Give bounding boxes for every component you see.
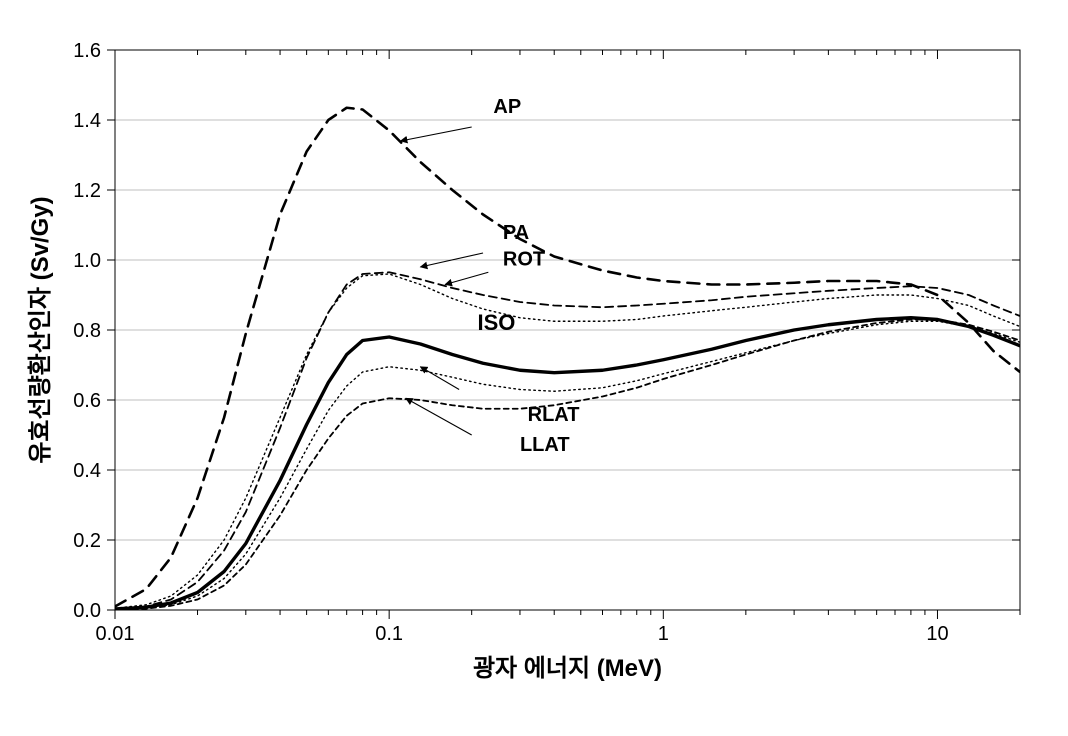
y-tick-label: 0.6 [73, 390, 101, 412]
y-tick-label: 0.2 [73, 530, 101, 552]
chart-container: 0.01 0.1 1 10 0.0 0.2 0.4 0.6 0.8 1.0 1.2 1.4 1.6 광자 … [20, 20, 1048, 716]
label-arrow [445, 272, 488, 284]
series-label-llat: LLAT [520, 434, 570, 456]
y-tick-label: 0.8 [73, 320, 101, 342]
y-axis-label: 유효선량환산인자 (Sv/Gy) [27, 196, 54, 463]
y-tick-label: 1.4 [73, 110, 101, 132]
y-tick-label: 0.4 [73, 460, 101, 482]
x-axis-label: 광자 에너지 (MeV) [473, 655, 662, 682]
label-arrow [401, 127, 472, 141]
series-label-rot: ROT [503, 248, 545, 270]
x-tick-label: 0.1 [375, 623, 403, 645]
label-arrow [406, 398, 472, 435]
series-llat [115, 320, 1020, 610]
label-arrow [420, 367, 459, 390]
series-label-ap: AP [493, 96, 521, 118]
y-tick-label: 1.0 [73, 250, 101, 272]
x-tick-label: 10 [926, 623, 948, 645]
y-tick-label: 0.0 [73, 600, 101, 622]
y-tick-label: 1.2 [73, 180, 101, 202]
y-tick-label: 1.6 [73, 40, 101, 62]
x-tick-label: 1 [658, 623, 669, 645]
series-label-pa: PA [503, 222, 529, 244]
series-rlat [115, 321, 1020, 609]
series-iso [115, 318, 1020, 609]
series-label-iso: ISO [477, 310, 515, 335]
line-chart: 0.01 0.1 1 10 0.0 0.2 0.4 0.6 0.8 1.0 1.2 1.4 1.6 광자 … [20, 20, 1048, 716]
x-tick-label: 0.01 [96, 623, 135, 645]
